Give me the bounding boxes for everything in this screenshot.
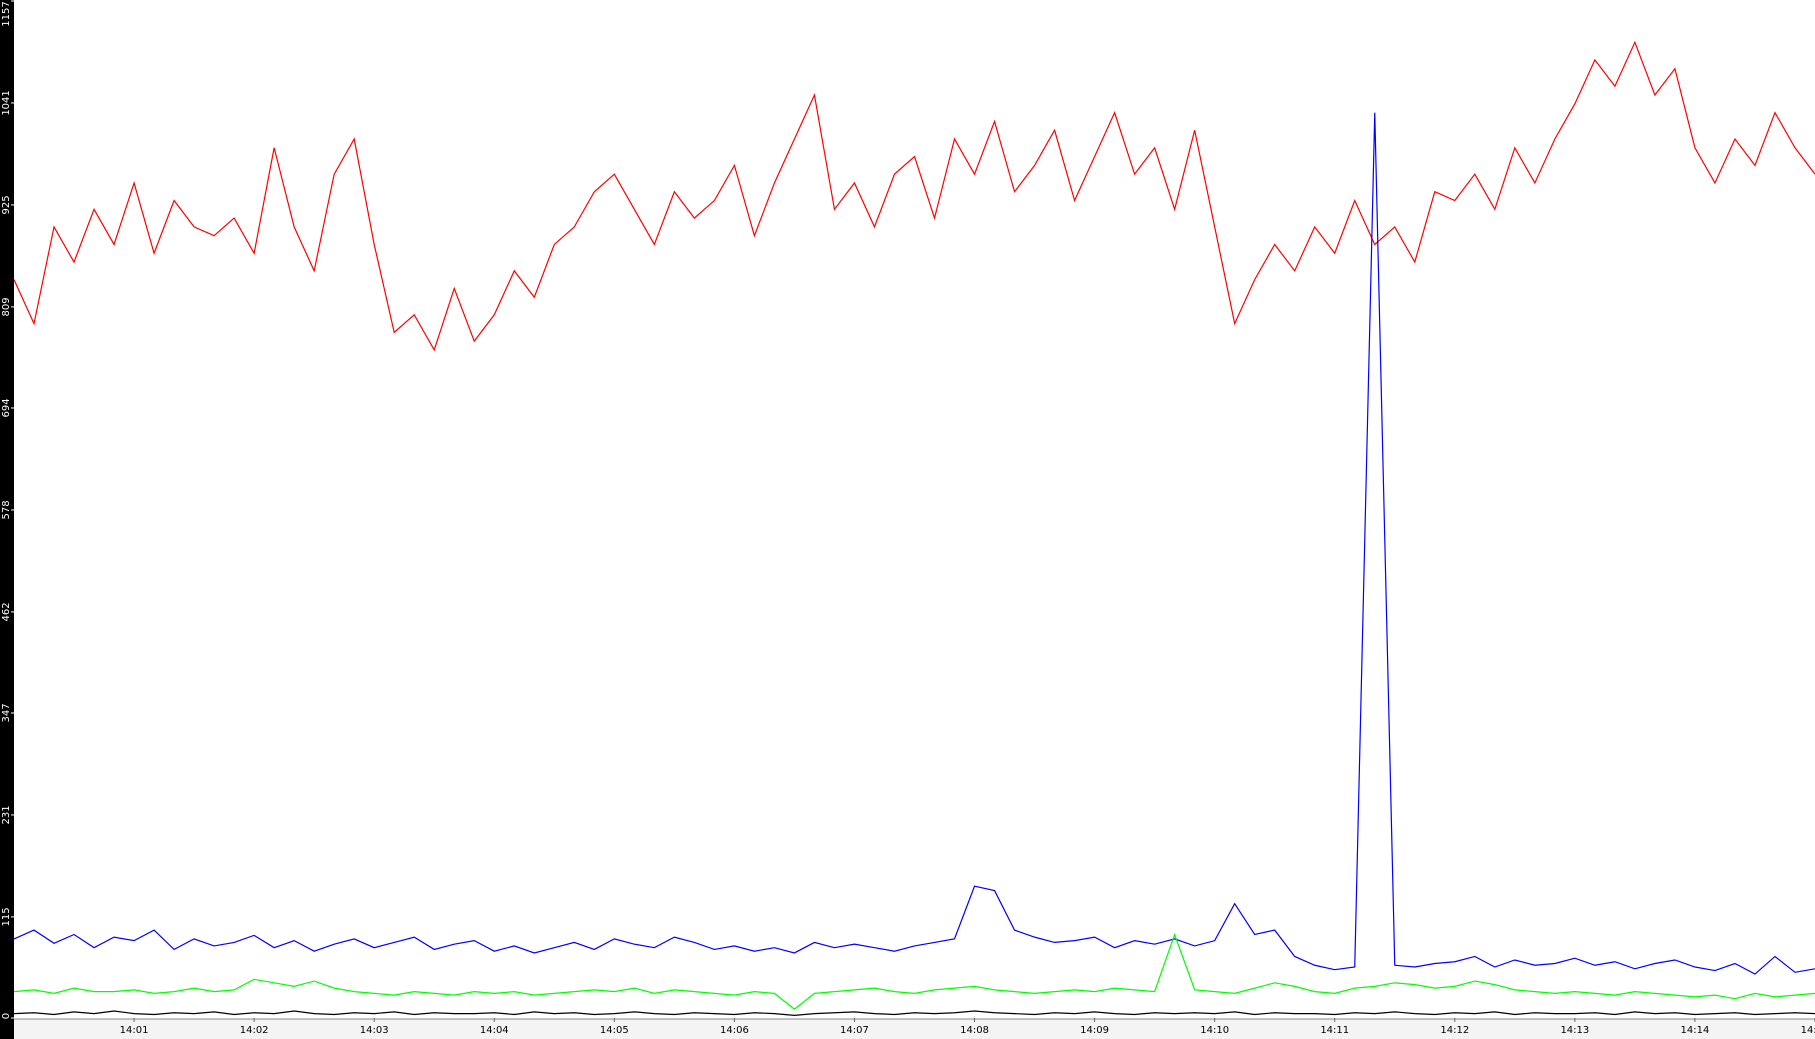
y-tick-label: 809 bbox=[1, 297, 12, 316]
x-tick-label: 14:13 bbox=[1560, 1025, 1589, 1036]
x-tick-label: 14:07 bbox=[840, 1025, 869, 1036]
x-tick-label: 14:05 bbox=[600, 1025, 629, 1036]
series-line bbox=[13, 40, 1815, 352]
x-tick-label: 14:04 bbox=[480, 1025, 509, 1036]
x-tick-label: 14:09 bbox=[1080, 1025, 1109, 1036]
y-tick-label: 347 bbox=[1, 703, 12, 722]
y-tick-label: 694 bbox=[1, 398, 12, 417]
y-tick-label: 925 bbox=[1, 195, 12, 214]
x-tick-label: 14:03 bbox=[360, 1025, 389, 1036]
y-tick-label: 0 bbox=[1, 1013, 12, 1019]
x-tick-label: 14:15 bbox=[1801, 1025, 1815, 1036]
x-tick-label: 14:12 bbox=[1440, 1025, 1469, 1036]
y-axis-strip bbox=[0, 0, 14, 1039]
x-tick-label: 14:11 bbox=[1320, 1025, 1349, 1036]
series-line bbox=[13, 932, 1815, 1010]
x-tick-label: 14:01 bbox=[120, 1025, 149, 1036]
y-tick-label: 1041 bbox=[1, 90, 12, 115]
series-line bbox=[13, 1010, 1815, 1016]
x-axis-strip bbox=[14, 1019, 1815, 1039]
y-tick-label: 462 bbox=[1, 602, 12, 621]
x-tick-label: 14:10 bbox=[1200, 1025, 1229, 1036]
y-tick-label: 578 bbox=[1, 500, 12, 519]
y-tick-label: 115 bbox=[1, 907, 12, 926]
x-tick-label: 14:14 bbox=[1681, 1025, 1710, 1036]
x-tick-label: 14:08 bbox=[960, 1025, 989, 1036]
x-tick-label: 14:02 bbox=[240, 1025, 269, 1036]
y-tick-label: 1157 bbox=[1, 1, 12, 26]
series-line bbox=[13, 112, 1815, 975]
x-tick-label: 14:06 bbox=[720, 1025, 749, 1036]
y-tick-label: 231 bbox=[1, 805, 12, 824]
